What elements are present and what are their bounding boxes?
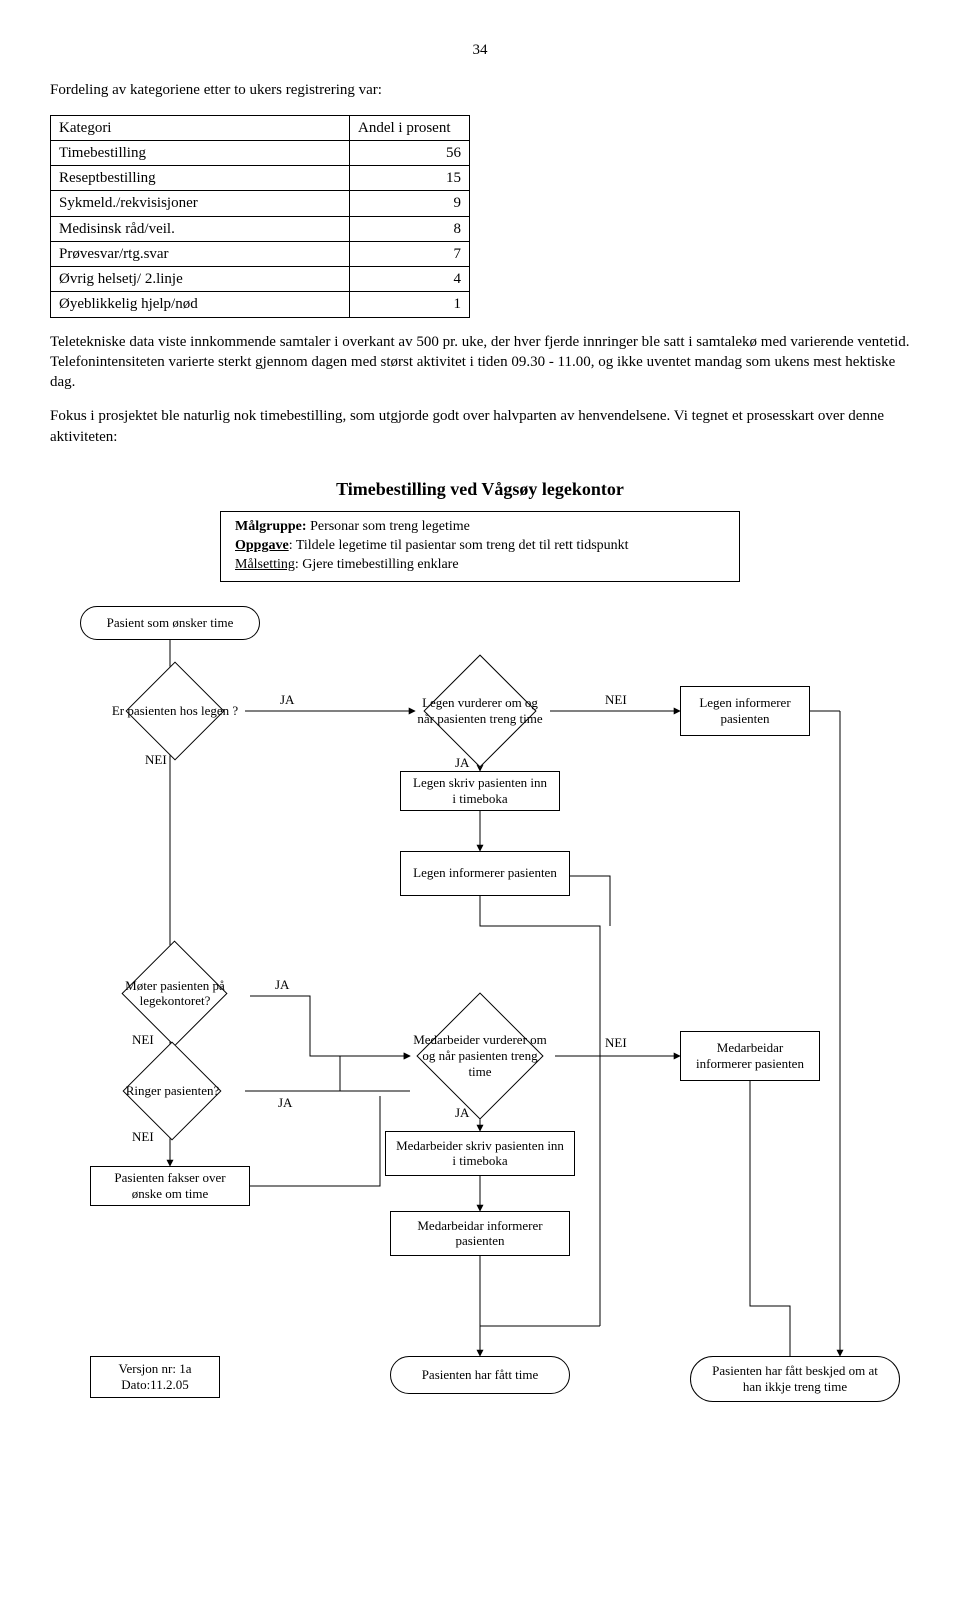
flowchart-title: Timebestilling ved Vågsøy legekontor <box>50 477 910 501</box>
cell: 56 <box>350 140 470 165</box>
edge-label-nei: NEI <box>132 1031 154 1049</box>
version-line: Dato:11.2.05 <box>121 1377 188 1393</box>
intro-text: Fordeling av kategoriene etter to ukers … <box>50 80 910 100</box>
goal-box: Målgruppe: Personar som treng legetime O… <box>220 511 740 582</box>
cell: Timebestilling <box>51 140 350 165</box>
cell: 9 <box>350 191 470 216</box>
cell: Reseptbestilling <box>51 166 350 191</box>
node-med-informerer-right: Medarbeidar informerer pasienten <box>680 1031 820 1081</box>
node-end-got-time: Pasienten har fått time <box>390 1356 570 1394</box>
node-label: Medarbeider vurderer om og når pasienten… <box>405 1032 555 1079</box>
node-dec-hos-legen: Er pasienten hos legen ? <box>105 676 245 746</box>
cell: 1 <box>350 292 470 317</box>
goal-line: : Tildele legetime til pasientar som tre… <box>289 538 629 553</box>
cell: Øyeblikkelig hjelp/nød <box>51 292 350 317</box>
node-dec-ringer: Ringer pasienten? <box>100 1056 245 1126</box>
cell: Medisinsk råd/veil. <box>51 216 350 241</box>
node-label: Møter pasienten på legekontoret? <box>95 978 255 1009</box>
goal-line: Målsetting <box>235 557 295 572</box>
edge-label-nei: NEI <box>605 1034 627 1052</box>
edge-label-ja: JA <box>275 976 289 994</box>
node-legen-informerer-below: Legen informerer pasienten <box>400 851 570 896</box>
th-category: Kategori <box>51 115 350 140</box>
edge-label-ja: JA <box>278 1094 292 1112</box>
cell: 8 <box>350 216 470 241</box>
cell: Sykmeld./rekvisisjoner <box>51 191 350 216</box>
goal-line: Oppgave <box>235 538 289 553</box>
cell: 7 <box>350 241 470 266</box>
edge-label-nei: NEI <box>145 751 167 769</box>
edge-label-nei: NEI <box>605 691 627 709</box>
node-end-no-time: Pasienten har fått beskjed om at han ikk… <box>690 1356 900 1402</box>
cell: Øvrig helsetj/ 2.linje <box>51 267 350 292</box>
goal-line: : Gjere timebestilling enklare <box>295 557 459 572</box>
edge-label-ja: JA <box>455 754 469 772</box>
page-number: 34 <box>50 40 910 60</box>
body-paragraph-1: Teletekniske data viste innkommende samt… <box>50 332 910 393</box>
node-fakser: Pasienten fakser over ønske om time <box>90 1166 250 1206</box>
node-med-skriv: Medarbeider skriv pasienten inn i timebo… <box>385 1131 575 1176</box>
edge-label-ja: JA <box>455 1104 469 1122</box>
node-dec-moter: Møter pasienten på legekontoret? <box>95 956 255 1031</box>
flowchart-canvas: Pasient som ønsker time Er pasienten hos… <box>50 606 910 1426</box>
node-label: Ringer pasienten? <box>100 1083 245 1099</box>
version-line: Versjon nr: 1a <box>119 1361 192 1377</box>
node-legen-skriv: Legen skriv pasienten inn i timeboka <box>400 771 560 811</box>
node-dec-legen-vurderer: Legen vurderer om og når pasienten treng… <box>410 671 550 751</box>
node-legen-informerer-right: Legen informerer pasienten <box>680 686 810 736</box>
th-percent: Andel i prosent <box>350 115 470 140</box>
edge-label-nei: NEI <box>132 1128 154 1146</box>
node-label: Legen vurderer om og når pasienten treng… <box>410 695 550 726</box>
node-label: Er pasienten hos legen ? <box>105 703 245 719</box>
cell: 4 <box>350 267 470 292</box>
edge-label-ja: JA <box>280 691 294 709</box>
category-table: Kategori Andel i prosent Timebestilling5… <box>50 115 470 318</box>
node-start: Pasient som ønsker time <box>80 606 260 640</box>
node-med-informerer-below: Medarbeidar informerer pasienten <box>390 1211 570 1256</box>
body-paragraph-2: Fokus i prosjektet ble naturlig nok time… <box>50 406 910 447</box>
version-box: Versjon nr: 1a Dato:11.2.05 <box>90 1356 220 1398</box>
cell: Prøvesvar/rtg.svar <box>51 241 350 266</box>
goal-line: Personar som treng legetime <box>307 519 470 534</box>
cell: 15 <box>350 166 470 191</box>
goal-line: Målgruppe: <box>235 519 307 534</box>
node-dec-med-vurderer: Medarbeider vurderer om og når pasienten… <box>405 1011 555 1101</box>
